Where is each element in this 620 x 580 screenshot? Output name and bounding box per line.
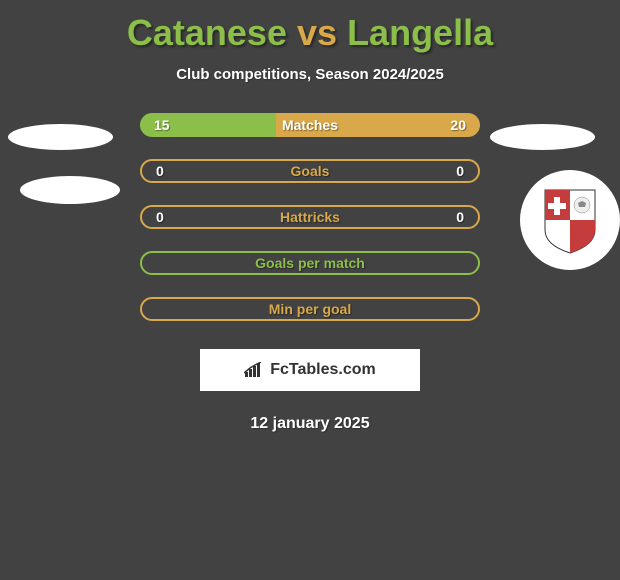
stat-row: Min per goal [0, 297, 620, 321]
subtitle: Club competitions, Season 2024/2025 [0, 66, 620, 83]
stat-bar: Goals per match [140, 251, 480, 275]
stat-label: Hattricks [280, 209, 340, 225]
shield-icon [540, 185, 600, 255]
stat-bar: 15 20 Matches [140, 113, 480, 137]
chart-icon [244, 362, 264, 378]
stat-label: Goals per match [255, 255, 365, 271]
stat-label: Goals [291, 163, 330, 179]
stat-right-value: 0 [456, 209, 464, 225]
stat-label: Min per goal [269, 301, 351, 317]
decorative-ellipse-right-1 [490, 124, 595, 150]
stat-bar: Min per goal [140, 297, 480, 321]
team-logo-badge [520, 170, 620, 270]
decorative-ellipse-left-1 [8, 124, 113, 150]
stat-left-value: 0 [156, 209, 164, 225]
watermark: FcTables.com [200, 349, 420, 391]
stat-bar: 0 0 Goals [140, 159, 480, 183]
decorative-ellipse-left-2 [20, 176, 120, 204]
title-team1: Catanese [127, 12, 287, 53]
stat-left-value: 0 [156, 163, 164, 179]
comparison-title: Catanese vs Langella [0, 0, 620, 54]
stat-label: Matches [282, 117, 338, 133]
stat-row: Goals per match [0, 251, 620, 275]
watermark-text: FcTables.com [270, 361, 376, 379]
stat-left-value: 15 [154, 117, 170, 133]
title-team2: Langella [347, 12, 493, 53]
title-vs: vs [297, 12, 337, 53]
date-text: 12 january 2025 [0, 415, 620, 433]
stat-right-value: 20 [450, 117, 466, 133]
stat-bar: 0 0 Hattricks [140, 205, 480, 229]
stat-right-value: 0 [456, 163, 464, 179]
